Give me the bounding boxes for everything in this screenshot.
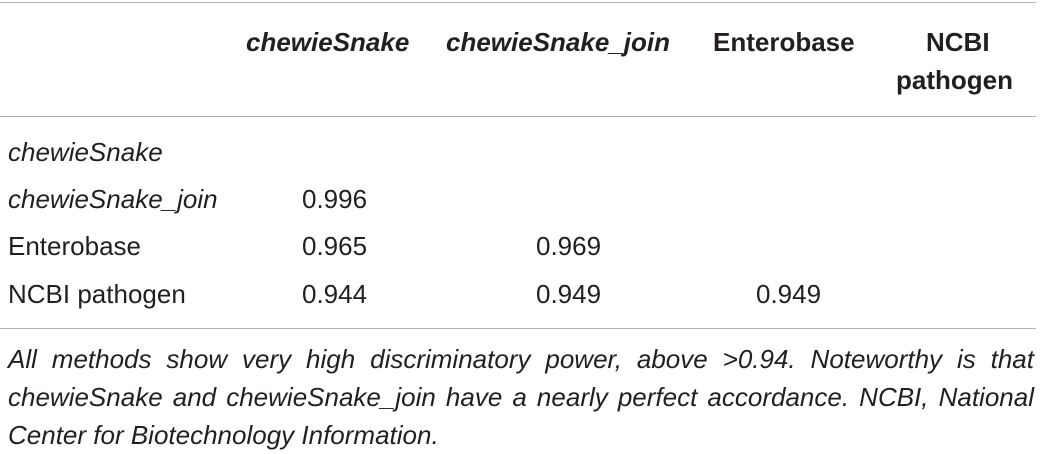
row-label-ncbi-pathogen: NCBI pathogen: [8, 279, 186, 309]
table-bottom-rule: [0, 328, 1036, 329]
column-header-ncbi-line2: pathogen: [896, 65, 1013, 95]
column-header-ncbi-line1: NCBI: [926, 27, 990, 57]
table-header-rule: [0, 116, 1036, 117]
table-top-rule: [0, 2, 1036, 3]
table-cell: 0.996: [302, 184, 368, 214]
table-cell: 0.965: [302, 231, 368, 261]
row-label-enterobase: Enterobase: [8, 231, 141, 261]
column-header-chewiesnake: chewieSnake: [246, 27, 410, 57]
table-cell: 0.949: [536, 279, 602, 309]
table-cell: 0.949: [756, 279, 822, 309]
column-header-enterobase: Enterobase: [713, 27, 855, 57]
row-label-chewiesnake-join: chewieSnake_join: [8, 184, 218, 214]
table-footnote: All methods show very high discriminator…: [8, 344, 1034, 450]
column-header-chewiesnake-join: chewieSnake_join: [446, 27, 670, 57]
row-label-chewiesnake: chewieSnake: [8, 137, 163, 167]
table-cell: 0.969: [536, 231, 602, 261]
table-cell: 0.944: [302, 279, 368, 309]
